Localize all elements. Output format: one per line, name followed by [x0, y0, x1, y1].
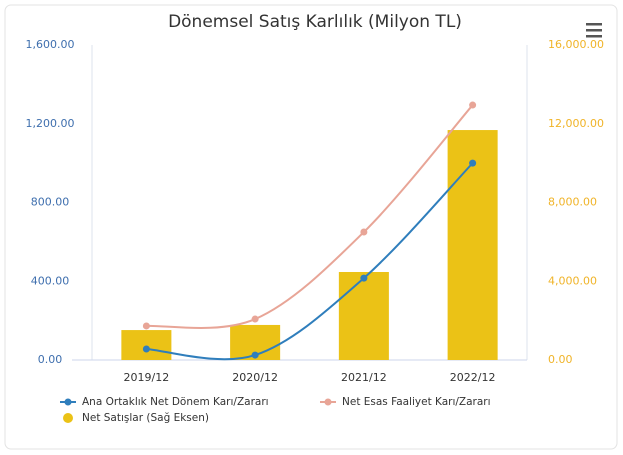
chart-frame [4, 4, 618, 450]
bar [121, 330, 172, 360]
point [360, 228, 368, 236]
legend-swatch [63, 413, 73, 423]
y-tick-label: 1,200.00 [26, 117, 75, 130]
x-tick-label: 2019/12 [124, 371, 170, 384]
legend-label: Net Esas Faaliyet Karı/Zararı [342, 396, 491, 408]
legend-swatch [64, 398, 72, 406]
line [146, 104, 474, 329]
point [251, 315, 259, 323]
y-tick-label: 0.00 [38, 353, 63, 366]
point [251, 351, 259, 359]
bar [447, 130, 498, 360]
x-tick-label: 2020/12 [232, 371, 278, 384]
y2-tick-label: 12,000.00 [548, 117, 604, 130]
point [360, 274, 368, 282]
line [146, 162, 474, 361]
legend-swatch [324, 398, 332, 406]
x-tick-label: 2021/12 [341, 371, 387, 384]
chart-title: Dönemsel Satış Karlılık (Milyon TL) [168, 12, 462, 32]
y2-tick-label: 16,000.00 [548, 38, 604, 51]
point [142, 322, 150, 330]
y2-tick-label: 0.00 [548, 353, 573, 366]
y2-tick-label: 4,000.00 [548, 274, 597, 287]
y-tick-label: 1,600.00 [26, 38, 75, 51]
legend-label: Ana Ortaklık Net Dönem Karı/Zararı [82, 396, 269, 408]
bar [338, 271, 389, 360]
point [142, 345, 150, 353]
point [469, 101, 477, 109]
y2-tick-label: 8,000.00 [548, 196, 597, 209]
menu-icon[interactable] [586, 23, 602, 38]
point [469, 159, 477, 167]
legend-label: Net Satışlar (Sağ Eksen) [82, 412, 209, 424]
y-tick-label: 800.00 [31, 196, 70, 209]
y-tick-label: 400.00 [31, 274, 70, 287]
x-tick-label: 2022/12 [450, 371, 496, 384]
